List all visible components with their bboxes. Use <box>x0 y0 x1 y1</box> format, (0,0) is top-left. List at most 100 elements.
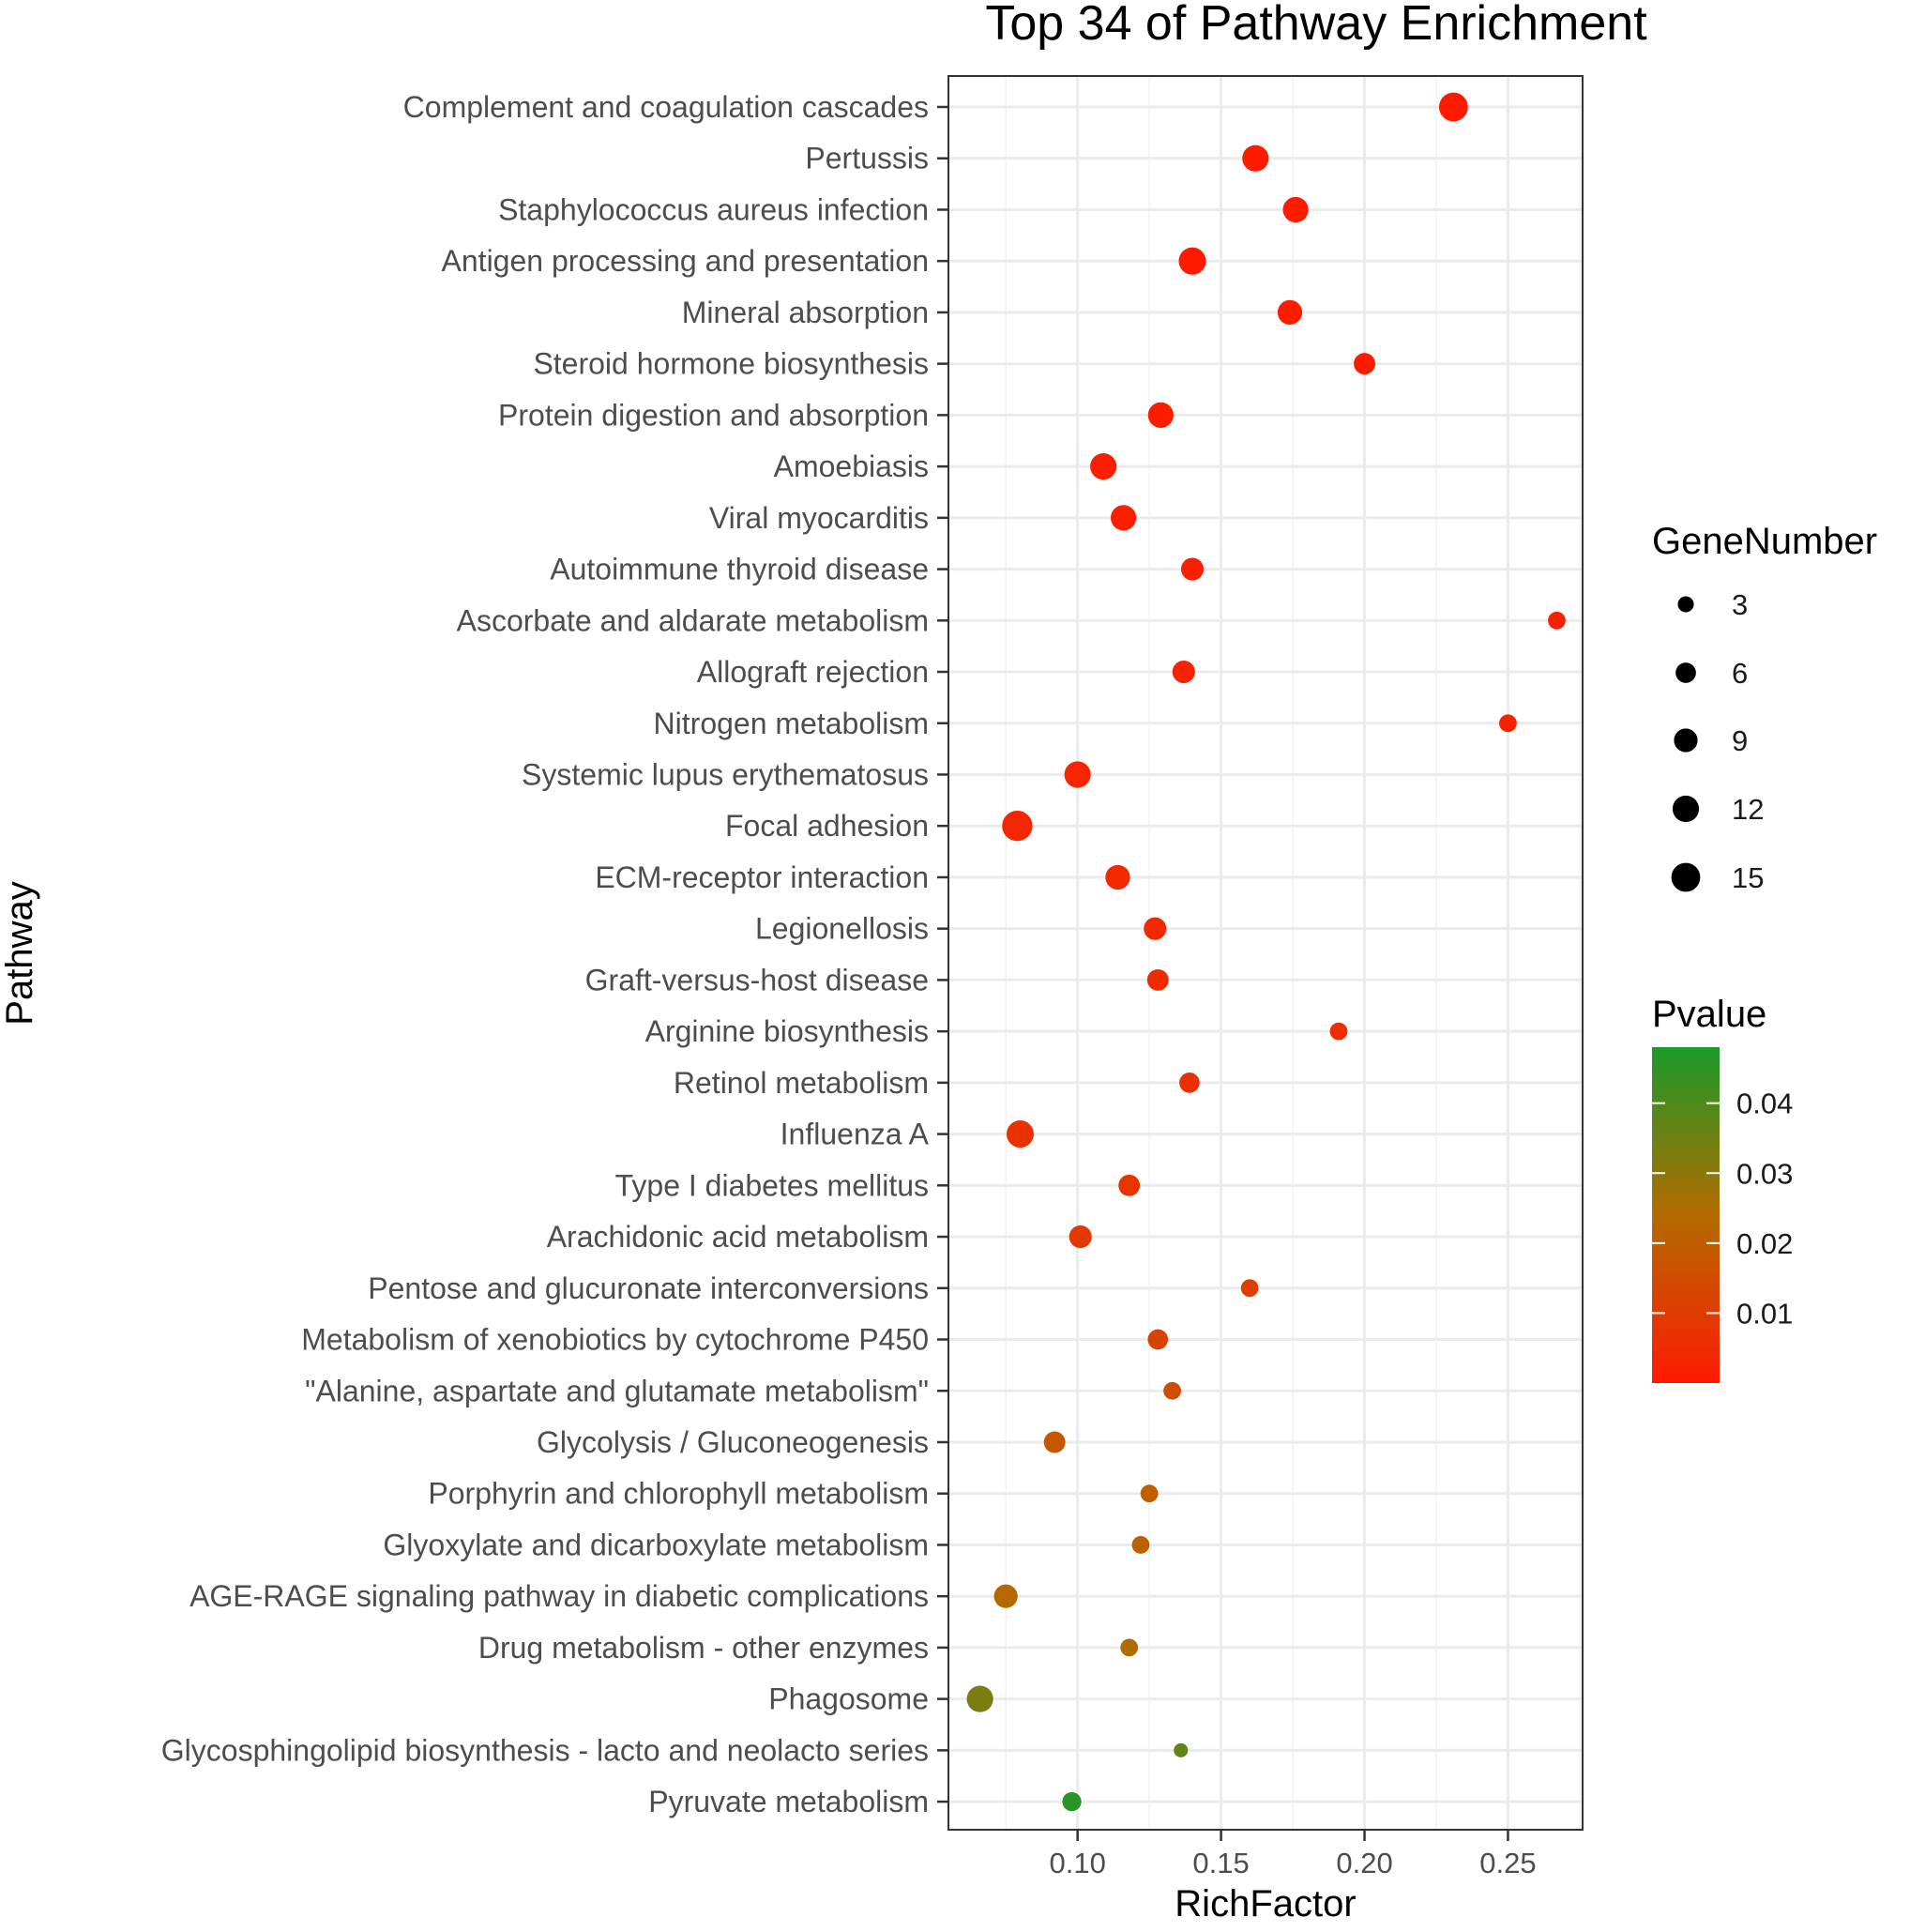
size-legend-key <box>1677 596 1694 613</box>
x-tick-label: 0.25 <box>1479 1847 1536 1879</box>
colorbar-label: 0.04 <box>1736 1088 1793 1120</box>
pathway-label: Drug metabolism - other enzymes <box>478 1631 929 1665</box>
enrichment-point <box>1147 402 1174 428</box>
pathway-label: ECM-receptor interaction <box>595 860 929 894</box>
enrichment-point <box>1548 611 1566 630</box>
pathway-label: Focal adhesion <box>725 809 929 843</box>
enrichment-point <box>1090 453 1117 480</box>
x-axis-title: RichFactor <box>1175 1883 1356 1924</box>
enrichment-point <box>1240 1279 1259 1298</box>
data-points <box>966 92 1566 1812</box>
colorbar-label: 0.03 <box>1736 1157 1793 1190</box>
enrichment-point <box>1277 299 1303 326</box>
x-tick-label: 0.15 <box>1192 1847 1249 1879</box>
size-legend: 3 6 9 12 15 <box>1671 588 1764 894</box>
enrichment-point <box>1064 761 1091 788</box>
pathway-label: Phagosome <box>768 1682 929 1716</box>
size-legend-label: 6 <box>1732 657 1748 690</box>
color-legend-ticks: 0.04 0.03 0.02 0.01 <box>1652 1088 1793 1330</box>
pathway-label: Retinol metabolism <box>674 1066 929 1100</box>
size-legend-key <box>1674 728 1698 753</box>
enrichment-point <box>1354 353 1375 375</box>
pathway-label: "Alanine, aspartate and glutamate metabo… <box>305 1374 929 1407</box>
pathway-label: Nitrogen metabolism <box>654 707 929 740</box>
enrichment-point <box>1105 864 1130 890</box>
enrichment-point <box>1329 1022 1348 1041</box>
enrichment-point <box>1438 92 1468 122</box>
enrichment-point <box>993 1584 1018 1608</box>
enrichment-point <box>1180 557 1205 581</box>
enrichment-point <box>1140 1484 1159 1503</box>
pathway-label: Pertussis <box>805 142 929 175</box>
enrichment-point <box>1146 968 1169 991</box>
pathway-label: Systemic lupus erythematosus <box>522 757 929 791</box>
colorbar-label: 0.01 <box>1736 1297 1793 1330</box>
grid-lines <box>948 76 1583 1830</box>
pathway-label: Steroid hormone biosynthesis <box>533 347 929 381</box>
enrichment-point <box>1163 1381 1181 1400</box>
pathway-label: AGE-RAGE signaling pathway in diabetic c… <box>189 1579 929 1613</box>
size-legend-label: 12 <box>1732 793 1764 826</box>
size-legend-label: 15 <box>1732 861 1764 894</box>
enrichment-point <box>1242 145 1269 172</box>
pathway-label: Staphylococcus aureus infection <box>498 192 929 226</box>
enrichment-point <box>1062 1791 1082 1812</box>
enrichment-point <box>1131 1536 1150 1554</box>
pathway-label: Glyoxylate and dicarboxylate metabolism <box>383 1528 929 1561</box>
enrichment-point <box>1179 1072 1200 1093</box>
pathway-label: Pentose and glucuronate interconversions <box>368 1271 929 1305</box>
pathway-label: Glycolysis / Gluconeogenesis <box>537 1425 929 1459</box>
x-tick-label: 0.10 <box>1049 1847 1105 1879</box>
pathway-label: Amoebiasis <box>774 449 929 483</box>
enrichment-point <box>1110 505 1137 531</box>
size-legend-label: 9 <box>1732 724 1748 757</box>
size-legend-title: GeneNumber <box>1652 521 1877 562</box>
pathway-label: Metabolism of xenobiotics by cytochrome … <box>301 1323 929 1357</box>
panel-border <box>947 75 1584 1831</box>
y-axis-ticks <box>937 105 948 1803</box>
pvalue-colorbar <box>1652 1047 1720 1383</box>
pathway-label: Ascorbate and aldarate metabolism <box>457 603 929 637</box>
size-legend-key <box>1672 795 1700 823</box>
enrichment-point <box>1120 1638 1139 1657</box>
pathway-label: Allograft rejection <box>697 655 929 689</box>
size-legend-label: 3 <box>1732 588 1748 621</box>
enrichment-point <box>1174 1742 1189 1757</box>
enrichment-point <box>1282 196 1309 223</box>
color-legend-title: Pvalue <box>1652 994 1766 1035</box>
pathway-label: Viral myocarditis <box>709 501 929 535</box>
enrichment-point <box>1069 1225 1092 1249</box>
enrichment-point <box>1172 660 1195 684</box>
pathway-label: Mineral absorption <box>682 296 929 329</box>
pathway-label: Protein digestion and absorption <box>498 398 929 432</box>
enrichment-point <box>1144 917 1167 940</box>
pathway-label: Type I diabetes mellitus <box>615 1168 929 1202</box>
chart-title: Top 34 of Pathway Enrichment <box>985 0 1647 51</box>
enrichment-point <box>1499 714 1517 733</box>
pathway-label: Pyruvate metabolism <box>648 1785 929 1818</box>
enrichment-point <box>1178 247 1206 275</box>
size-legend-key <box>1671 862 1701 892</box>
enrichment-point <box>1118 1174 1141 1196</box>
enrichment-point <box>966 1685 993 1712</box>
enrichment-point <box>1147 1329 1169 1350</box>
y-axis-labels: Complement and coagulation cascades Pertu… <box>161 90 930 1818</box>
colorbar-label: 0.02 <box>1736 1227 1793 1260</box>
enrichment-point <box>1002 811 1033 842</box>
pathway-label: Arachidonic acid metabolism <box>547 1220 929 1254</box>
pathway-label: Graft-versus-host disease <box>585 963 929 996</box>
size-legend-key <box>1675 662 1696 683</box>
y-axis-title: Pathway <box>0 881 40 1025</box>
enrichment-point <box>1043 1431 1066 1453</box>
enrichment-point <box>1006 1120 1035 1149</box>
x-tick-label: 0.20 <box>1336 1847 1392 1879</box>
pathway-label: Complement and coagulation cascades <box>403 90 929 124</box>
pathway-label: Influenza A <box>781 1118 930 1151</box>
pathway-label: Arginine biosynthesis <box>645 1014 929 1048</box>
pathway-label: Glycosphingolipid biosynthesis - lacto a… <box>161 1733 929 1767</box>
pathway-label: Porphyrin and chlorophyll metabolism <box>428 1477 929 1511</box>
pathway-label: Antigen processing and presentation <box>442 244 929 278</box>
panel-background <box>948 76 1583 1830</box>
pathway-label: Legionellosis <box>755 912 929 946</box>
